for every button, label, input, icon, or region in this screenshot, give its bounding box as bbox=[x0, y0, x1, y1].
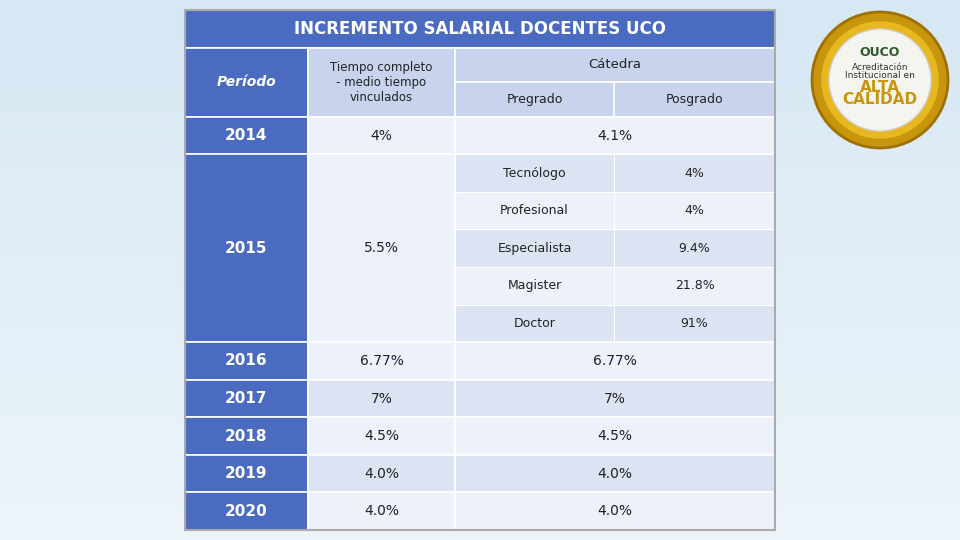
Text: CALIDAD: CALIDAD bbox=[843, 92, 918, 107]
Text: 21.8%: 21.8% bbox=[675, 279, 714, 292]
Bar bbox=[614, 267, 775, 305]
Text: ALTA: ALTA bbox=[860, 80, 900, 96]
Bar bbox=[455, 267, 614, 305]
Bar bbox=[455, 492, 775, 530]
Text: 4.0%: 4.0% bbox=[597, 504, 633, 518]
Bar bbox=[308, 117, 455, 154]
Bar bbox=[455, 417, 775, 455]
Bar bbox=[455, 342, 775, 380]
Bar bbox=[185, 154, 308, 342]
Circle shape bbox=[820, 20, 940, 140]
Bar bbox=[455, 154, 614, 192]
Bar bbox=[308, 154, 455, 342]
Bar bbox=[614, 192, 775, 230]
Text: 91%: 91% bbox=[681, 317, 708, 330]
Bar bbox=[308, 417, 455, 455]
Text: 4.5%: 4.5% bbox=[597, 429, 633, 443]
Bar bbox=[455, 455, 775, 492]
Text: 2014: 2014 bbox=[226, 128, 268, 143]
Text: 2020: 2020 bbox=[226, 504, 268, 519]
Text: 7%: 7% bbox=[371, 392, 393, 406]
Bar bbox=[614, 82, 775, 117]
Text: 2017: 2017 bbox=[226, 391, 268, 406]
Text: 9.4%: 9.4% bbox=[679, 242, 710, 255]
Text: Período: Período bbox=[217, 75, 276, 89]
Bar bbox=[185, 417, 308, 455]
Circle shape bbox=[829, 29, 931, 131]
Text: Posgrado: Posgrado bbox=[665, 93, 723, 106]
Text: 2015: 2015 bbox=[226, 241, 268, 256]
Text: 4.0%: 4.0% bbox=[364, 467, 399, 481]
Text: Magister: Magister bbox=[508, 279, 562, 292]
Text: OUCO: OUCO bbox=[860, 45, 900, 58]
Circle shape bbox=[812, 12, 948, 148]
Text: Tiempo completo
- medio tiempo
vinculados: Tiempo completo - medio tiempo vinculado… bbox=[330, 60, 433, 104]
Text: Pregrado: Pregrado bbox=[506, 93, 563, 106]
Text: 4.5%: 4.5% bbox=[364, 429, 399, 443]
Text: 2019: 2019 bbox=[226, 466, 268, 481]
Bar bbox=[614, 154, 775, 192]
Text: INCREMENTO SALARIAL DOCENTES UCO: INCREMENTO SALARIAL DOCENTES UCO bbox=[294, 20, 666, 38]
Text: 5.5%: 5.5% bbox=[364, 241, 399, 255]
Text: 7%: 7% bbox=[604, 392, 626, 406]
Bar bbox=[185, 380, 308, 417]
Text: 4%: 4% bbox=[371, 129, 393, 143]
Text: 4%: 4% bbox=[684, 167, 705, 180]
Text: 4.0%: 4.0% bbox=[597, 467, 633, 481]
Bar bbox=[455, 82, 614, 117]
Text: Profesional: Profesional bbox=[500, 204, 569, 217]
Bar bbox=[185, 455, 308, 492]
Bar bbox=[308, 380, 455, 417]
Bar bbox=[455, 380, 775, 417]
Text: 4.0%: 4.0% bbox=[364, 504, 399, 518]
Bar bbox=[308, 48, 455, 117]
Bar bbox=[614, 305, 775, 342]
Bar bbox=[308, 492, 455, 530]
Text: Doctor: Doctor bbox=[514, 317, 556, 330]
Text: Institucional en: Institucional en bbox=[845, 71, 915, 80]
Bar bbox=[455, 192, 614, 230]
Text: 2018: 2018 bbox=[226, 429, 268, 443]
Text: 2016: 2016 bbox=[226, 354, 268, 368]
Text: Especialista: Especialista bbox=[497, 242, 572, 255]
Bar bbox=[455, 230, 614, 267]
Text: Acreditación: Acreditación bbox=[852, 64, 908, 72]
Bar bbox=[185, 10, 775, 530]
Text: Cátedra: Cátedra bbox=[588, 58, 641, 71]
Bar bbox=[308, 342, 455, 380]
Text: Tecnólogo: Tecnólogo bbox=[503, 167, 565, 180]
Bar bbox=[614, 230, 775, 267]
Text: 6.77%: 6.77% bbox=[360, 354, 403, 368]
Bar bbox=[185, 10, 775, 48]
Bar bbox=[455, 305, 614, 342]
Bar bbox=[308, 455, 455, 492]
Bar bbox=[185, 48, 308, 117]
Bar bbox=[185, 117, 308, 154]
Bar bbox=[455, 117, 775, 154]
Bar bbox=[185, 342, 308, 380]
Text: 4%: 4% bbox=[684, 204, 705, 217]
Text: 6.77%: 6.77% bbox=[593, 354, 636, 368]
Text: 4.1%: 4.1% bbox=[597, 129, 633, 143]
Bar bbox=[185, 492, 308, 530]
Bar bbox=[455, 48, 775, 82]
